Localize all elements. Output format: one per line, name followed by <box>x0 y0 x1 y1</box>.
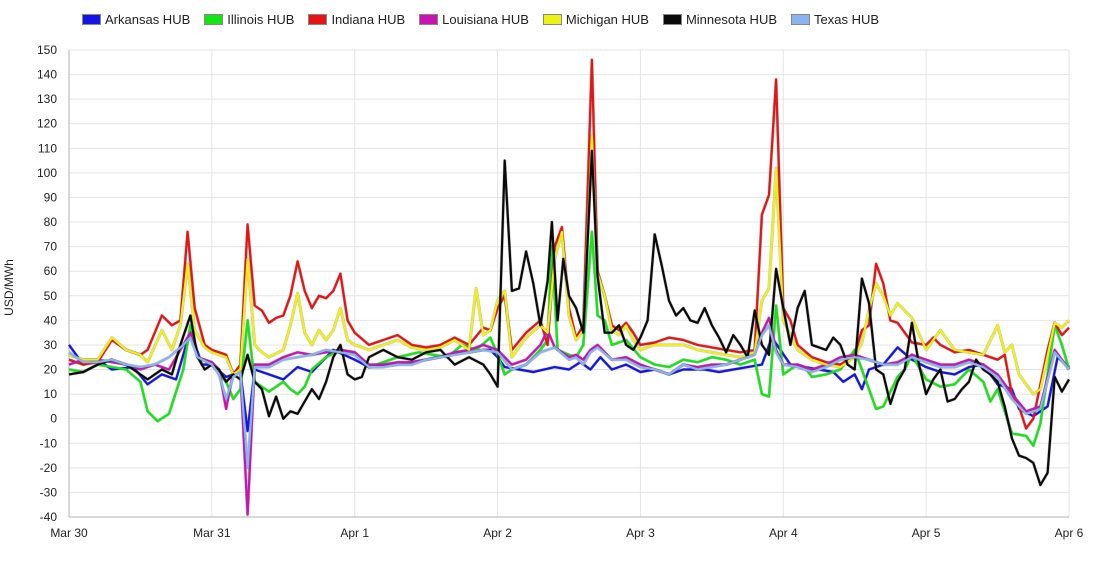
series-line-shadow-texas-hub <box>68 323 1071 470</box>
legend-item-arkansas-hub[interactable]: Arkansas HUB <box>82 12 190 27</box>
legend-item-louisiana-hub[interactable]: Louisiana HUB <box>419 12 529 27</box>
x-tick-label: Apr 3 <box>626 526 655 540</box>
y-tick-label: -20 <box>40 461 58 475</box>
legend-swatch <box>542 13 562 25</box>
series-line-shadow-illinois-hub <box>68 230 1071 448</box>
chart-legend: Arkansas HUB Illinois HUB Indiana HUB Louis… <box>82 9 893 29</box>
y-tick-label: 100 <box>37 166 57 180</box>
y-tick-label: 30 <box>44 338 58 352</box>
y-tick-label: -40 <box>40 510 58 524</box>
legend-item-indiana-hub[interactable]: Indiana HUB <box>308 12 405 27</box>
x-tick-label: Apr 4 <box>769 526 798 540</box>
y-tick-label: 80 <box>44 215 58 229</box>
series-line-minnesota-hub <box>68 149 1070 487</box>
y-tick-label: 20 <box>44 363 58 377</box>
y-tick-label: -30 <box>40 485 58 499</box>
series-line-louisiana-hub <box>68 316 1070 516</box>
legend-item-illinois-hub[interactable]: Illinois HUB <box>204 12 294 27</box>
y-tick-label: 40 <box>44 313 58 327</box>
y-tick-label: 50 <box>44 289 58 303</box>
x-tick-label: Apr 5 <box>912 526 941 540</box>
x-tick-label: Mar 31 <box>193 526 231 540</box>
x-tick-label: Mar 30 <box>50 526 88 540</box>
series-line-illinois-hub <box>68 230 1071 447</box>
legend-swatch <box>82 13 101 25</box>
y-tick-label: 90 <box>44 190 58 204</box>
legend-swatch <box>662 13 682 25</box>
y-tick-label: 140 <box>37 68 57 82</box>
legend-label: Indiana HUB <box>331 11 406 27</box>
legend-label: Texas HUB <box>814 11 880 27</box>
y-tick-label: 110 <box>38 141 57 155</box>
y-tick-label: 60 <box>44 264 58 278</box>
y-axis-label: USD/MWh <box>2 259 16 316</box>
legend-item-michigan-hub[interactable]: Michigan HUB <box>542 11 649 27</box>
series-line-texas-hub <box>68 324 1070 469</box>
y-tick-label: 70 <box>44 240 58 254</box>
legend-swatch <box>791 13 811 25</box>
y-tick-label: 10 <box>44 387 58 401</box>
legend-label: Minnesota HUB <box>685 11 778 27</box>
x-tick-label: Apr 6 <box>1055 526 1084 540</box>
x-tick-label: Apr 2 <box>483 526 512 540</box>
legend-item-texas-hub[interactable]: Texas HUB <box>791 12 879 27</box>
legend-label: Michigan HUB <box>565 11 649 27</box>
legend-label: Louisiana HUB <box>442 11 529 27</box>
series-line-shadow-louisiana-hub <box>68 316 1071 517</box>
y-tick-label: 120 <box>37 117 57 131</box>
x-tick-label: Apr 1 <box>340 526 369 540</box>
y-tick-label: 0 <box>50 412 57 426</box>
legend-swatch <box>308 13 328 25</box>
legend-swatch <box>419 13 439 25</box>
legend-label: Illinois HUB <box>227 11 295 27</box>
grid <box>68 49 1070 518</box>
y-tick-label: 130 <box>37 92 57 106</box>
y-tick-label: -10 <box>40 436 58 450</box>
legend-item-minnesota-hub[interactable]: Minnesota HUB <box>662 11 778 27</box>
legend-label: Arkansas HUB <box>105 11 191 27</box>
legend-swatch <box>204 13 224 25</box>
y-tick-label: 150 <box>37 43 57 57</box>
